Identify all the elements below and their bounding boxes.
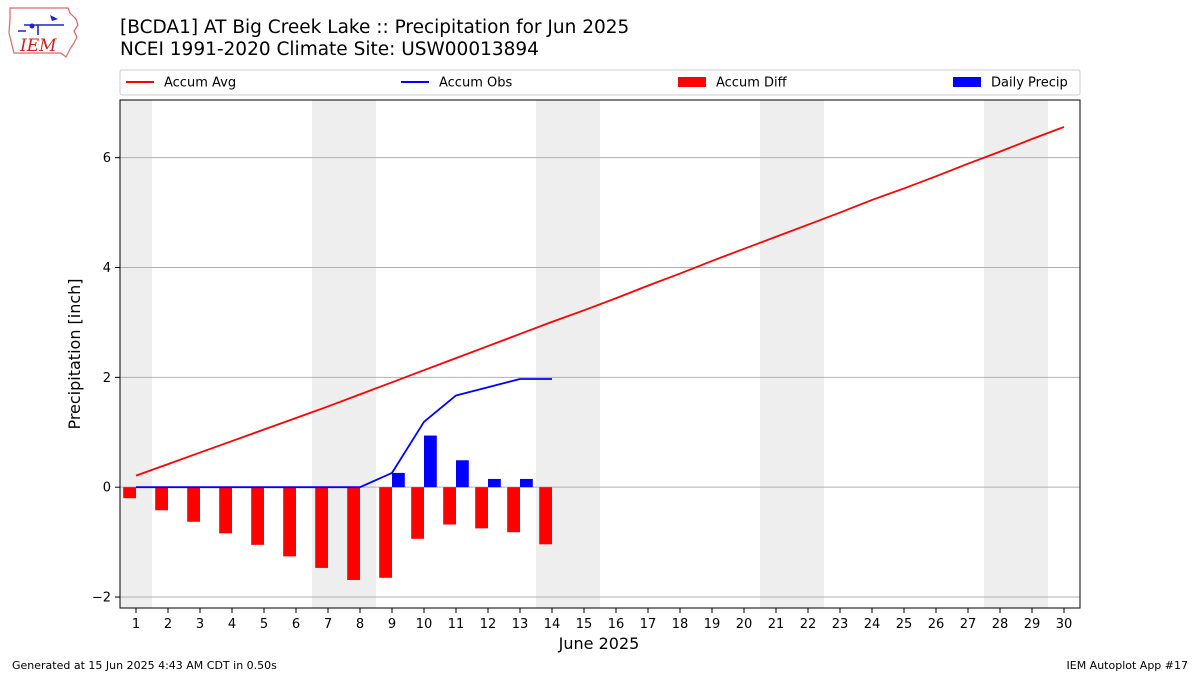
- x-axis-label: June 2025: [558, 634, 640, 653]
- x-tick-label-26: 26: [928, 617, 945, 632]
- y-tick-label-0: 0: [103, 481, 111, 496]
- weekend-band-day-1: [120, 100, 152, 608]
- x-tick-label-8: 8: [356, 617, 364, 632]
- accum-diff-bar-day-12: [475, 487, 488, 529]
- x-tick-label-22: 22: [800, 617, 817, 632]
- legend-swatch-accum-diff: [678, 77, 706, 87]
- x-tick-label-14: 14: [544, 617, 561, 632]
- x-tick-label-4: 4: [228, 617, 236, 632]
- accum-diff-bar-day-10: [411, 487, 424, 539]
- footer-app: IEM Autoplot App #17: [1066, 659, 1189, 672]
- weekend-band-day-15: [568, 100, 600, 608]
- accum-avg-line: [135, 126, 1065, 477]
- daily-precip-bar-day-9: [392, 472, 405, 488]
- weekend-band-day-28: [984, 100, 1016, 608]
- x-tick-label-2: 2: [164, 617, 172, 632]
- daily-precip-bar-day-13: [520, 478, 533, 488]
- x-tick-label-25: 25: [896, 617, 913, 632]
- legend-label-accum-avg: Accum Avg: [164, 76, 236, 91]
- x-tick-label-20: 20: [736, 617, 753, 632]
- x-tick-label-10: 10: [416, 617, 433, 632]
- x-tick-label-18: 18: [672, 617, 689, 632]
- iowa-outline-icon: [8, 7, 79, 58]
- accum-diff-bar-day-8: [347, 487, 360, 580]
- x-tick-label-16: 16: [608, 617, 625, 632]
- accum-diff-bar-day-5: [251, 487, 264, 545]
- x-tick-label-19: 19: [704, 617, 721, 632]
- x-tick-label-1: 1: [132, 617, 140, 632]
- x-tick-label-11: 11: [448, 617, 465, 632]
- legend-box: [119, 69, 1081, 96]
- weekend-band-day-29: [1016, 100, 1048, 608]
- accum-diff-bar-day-9: [379, 487, 392, 578]
- accum-diff-bar-day-14: [539, 487, 552, 545]
- x-tick-label-13: 13: [512, 617, 529, 632]
- iem-logo: IEM: [8, 7, 79, 58]
- chart-title-line2: NCEI 1991-2020 Climate Site: USW00013894: [120, 39, 539, 60]
- x-tick-label-27: 27: [960, 617, 977, 632]
- chart-title-line1: [BCDA1] AT Big Creek Lake :: Precipitati…: [120, 17, 630, 38]
- accum-diff-bar-day-11: [443, 487, 456, 525]
- x-tick-label-7: 7: [324, 617, 332, 632]
- accum-diff-bar-day-2: [155, 487, 168, 511]
- y-tick-label--2: −2: [92, 591, 111, 606]
- y-tick-label-2: 2: [103, 371, 111, 386]
- x-tick-label-17: 17: [640, 617, 657, 632]
- x-tick-label-3: 3: [196, 617, 204, 632]
- y-axis-label: Precipitation [inch]: [65, 278, 84, 429]
- footer-generated: Generated at 15 Jun 2025 4:43 AM CDT in …: [12, 659, 277, 672]
- accum-obs-line: [136, 378, 552, 489]
- x-tick-label-6: 6: [292, 617, 300, 632]
- legend-label-accum-obs: Accum Obs: [439, 76, 512, 91]
- x-tick-label-5: 5: [260, 617, 268, 632]
- x-tick-label-28: 28: [992, 617, 1009, 632]
- accum-diff-bar-day-3: [187, 487, 200, 522]
- daily-precip-bar-day-11: [456, 460, 469, 488]
- legend-swatch-daily-precip: [953, 77, 981, 87]
- x-tick-label-24: 24: [864, 617, 881, 632]
- legend-label-daily-precip: Daily Precip: [991, 76, 1068, 91]
- logo-text: IEM: [19, 36, 57, 56]
- x-tick-label-23: 23: [832, 617, 849, 632]
- x-tick-label-29: 29: [1024, 617, 1041, 632]
- plot-frame: [119, 99, 1081, 609]
- x-tick-label-21: 21: [768, 617, 785, 632]
- x-tick-label-15: 15: [576, 617, 593, 632]
- accum-diff-bar-day-1: [123, 487, 136, 499]
- accum-diff-bar-day-6: [283, 487, 296, 557]
- accum-diff-bar-day-4: [219, 487, 232, 534]
- daily-precip-bar-day-10: [424, 435, 437, 488]
- x-tick-label-12: 12: [480, 617, 497, 632]
- x-tick-label-9: 9: [388, 617, 396, 632]
- weekend-band-day-22: [792, 100, 824, 608]
- accum-diff-bar-day-13: [507, 487, 520, 533]
- weekend-band-day-21: [760, 100, 792, 608]
- accum-diff-bar-day-7: [315, 487, 328, 568]
- y-tick-label-6: 6: [103, 151, 111, 166]
- daily-precip-bar-day-12: [488, 478, 501, 488]
- y-tick-label-4: 4: [103, 261, 111, 276]
- legend-label-accum-diff: Accum Diff: [716, 76, 788, 91]
- x-tick-label-30: 30: [1056, 617, 1073, 632]
